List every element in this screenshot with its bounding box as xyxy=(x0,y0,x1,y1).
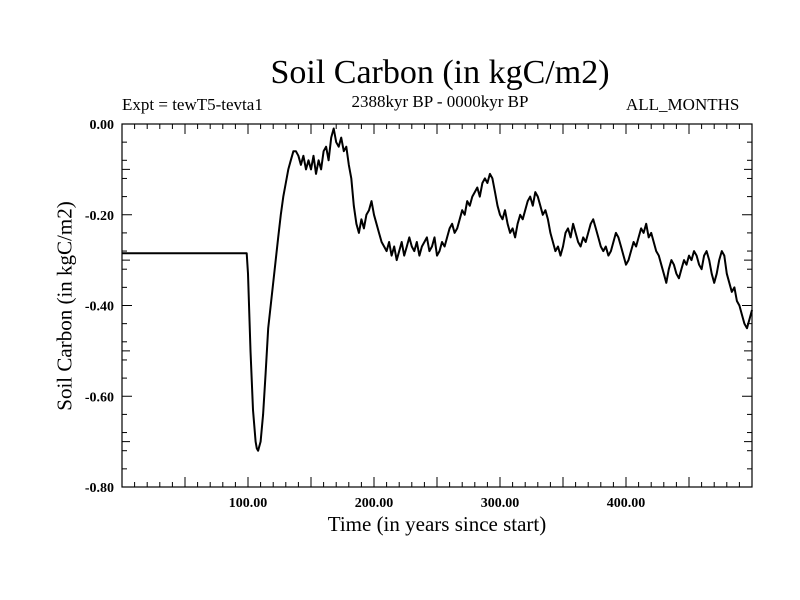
x-tick-label: 100.00 xyxy=(229,496,268,511)
months-label: ALL_MONTHS xyxy=(626,95,740,114)
x-axis-label: Time (in years since start) xyxy=(327,512,547,536)
chart-title: Soil Carbon (in kgC/m2) xyxy=(270,54,610,91)
y-tick-label: 0.00 xyxy=(90,118,115,133)
plot-frame xyxy=(121,123,753,488)
y-axis-label: Soil Carbon (in kgC/m2) xyxy=(52,201,77,411)
experiment-label: Expt = tewT5-tevta1 xyxy=(122,95,263,114)
y-tick-label: -0.60 xyxy=(85,390,114,405)
x-tick-label: 400.00 xyxy=(607,496,646,511)
x-tick-label: 300.00 xyxy=(481,496,520,511)
period-label: 2388kyr BP - 0000kyr BP xyxy=(351,92,529,111)
axis-tick-labels: 100.00 200.00 300.00 400.00 0.00 -0.20 -0.40 -0… xyxy=(85,118,645,511)
y-tick-label: -0.20 xyxy=(85,209,114,224)
y-tick-label: -0.40 xyxy=(85,300,114,315)
soil-carbon-line xyxy=(122,127,753,452)
y-tick-label: -0.80 xyxy=(85,481,114,496)
x-tick-label: 200.00 xyxy=(355,496,394,511)
axis-ticks xyxy=(121,123,753,488)
